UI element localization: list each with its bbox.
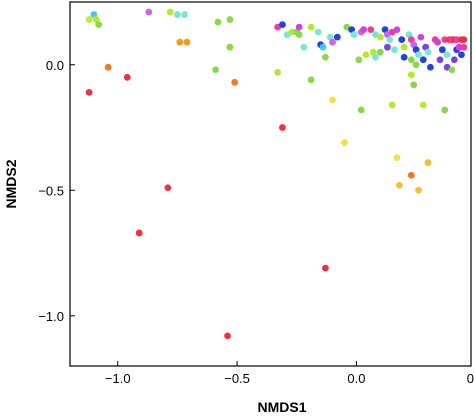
data-point (350, 31, 358, 39)
data-point (448, 66, 456, 74)
data-point (384, 43, 391, 51)
data-point (415, 186, 422, 194)
data-point (274, 68, 282, 76)
x-tick-label: 0.5 (467, 371, 474, 386)
data-point (453, 36, 461, 44)
data-point (224, 332, 231, 340)
data-point (388, 101, 396, 109)
data-point (407, 71, 415, 79)
plot-frame (69, 1, 472, 367)
data-point (174, 11, 181, 18)
data-point (438, 46, 446, 54)
data-point (441, 36, 449, 44)
data-point (410, 81, 418, 89)
data-point (135, 229, 143, 237)
x-axis-label: NMDS1 (257, 399, 306, 415)
data-point (393, 154, 401, 162)
data-point (183, 38, 191, 46)
data-point (441, 106, 449, 114)
data-point (176, 38, 184, 46)
data-point (321, 53, 329, 61)
data-point (424, 159, 432, 167)
y-tick-label: −1.0 (38, 309, 64, 324)
x-tick-label: 0.0 (347, 371, 365, 386)
data-point (226, 16, 234, 23)
data-point (443, 51, 451, 59)
y-axis-label: NMDS2 (3, 159, 19, 208)
data-point (314, 28, 322, 36)
data-point (295, 31, 303, 39)
data-point (329, 38, 336, 46)
data-point (95, 21, 103, 28)
data-points (85, 8, 468, 340)
data-point (307, 76, 315, 84)
data-point (85, 88, 93, 96)
data-point (355, 56, 363, 64)
data-point (279, 124, 286, 131)
x-tick-label: −1.0 (105, 371, 131, 386)
data-point (436, 56, 444, 64)
data-point (386, 36, 394, 44)
data-point (333, 33, 341, 41)
data-point (104, 63, 112, 71)
data-point (226, 43, 234, 51)
data-point (400, 53, 408, 61)
data-point (362, 51, 370, 59)
axis-ticks: −1.0 −0.5 0.0 0.5 0.0 −0.5 −1.0 (38, 58, 474, 386)
data-point (407, 171, 415, 179)
data-point (450, 56, 458, 64)
data-point (419, 101, 427, 109)
data-point (212, 66, 220, 74)
data-point (319, 43, 327, 51)
data-point (166, 8, 174, 16)
y-tick-label: −0.5 (38, 183, 64, 198)
data-point (321, 264, 329, 272)
data-point (372, 53, 379, 61)
data-point (407, 56, 415, 64)
data-point (427, 63, 434, 71)
data-point (181, 11, 188, 18)
data-point (145, 8, 153, 16)
data-point (231, 78, 239, 86)
data-point (395, 181, 403, 189)
data-point (360, 26, 367, 34)
data-point (376, 48, 384, 56)
data-point (415, 51, 422, 59)
x-tick-label: −0.5 (224, 371, 250, 386)
data-point (391, 46, 399, 54)
data-point (123, 73, 131, 81)
data-point (288, 28, 296, 36)
data-point (458, 51, 465, 59)
data-point (393, 26, 401, 34)
data-point (357, 106, 365, 114)
data-point (279, 21, 286, 28)
data-point (434, 38, 441, 46)
data-point (419, 56, 427, 64)
data-point (307, 23, 315, 31)
data-point (214, 18, 222, 26)
data-point (376, 33, 384, 41)
data-point (460, 36, 468, 44)
data-point (85, 16, 93, 23)
data-point (400, 43, 408, 51)
data-point (341, 139, 348, 146)
data-point (295, 23, 303, 31)
data-point (300, 43, 308, 51)
data-point (417, 33, 425, 41)
y-tick-label: 0.0 (46, 58, 64, 73)
data-point (329, 96, 336, 104)
data-point (164, 184, 172, 192)
data-point (367, 26, 375, 34)
data-point (455, 43, 463, 51)
data-point (460, 43, 468, 51)
data-point (412, 61, 420, 69)
data-point (424, 48, 432, 56)
data-point (398, 36, 406, 44)
